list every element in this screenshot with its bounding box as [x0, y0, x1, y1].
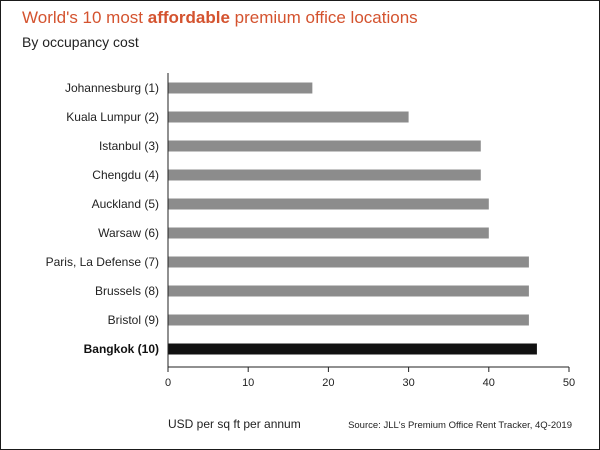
category-label-istanbul-3: Istanbul (3) — [99, 139, 159, 153]
bar-warsaw-6 — [168, 227, 489, 239]
bar-auckland-5 — [168, 198, 489, 210]
bar-paris-la-defense-7 — [168, 256, 529, 268]
category-label-chengdu-4: Chengdu (4) — [92, 168, 159, 182]
bar-bristol-9 — [168, 314, 529, 326]
bar-johannesburg-1 — [168, 82, 313, 94]
category-label-brussels-8: Brussels (8) — [95, 284, 159, 298]
category-label-paris-la-defense-7: Paris, La Defense (7) — [46, 255, 159, 269]
bar-kuala-lumpur-2 — [168, 111, 409, 123]
category-label-kuala-lumpur-2: Kuala Lumpur (2) — [66, 110, 159, 124]
source-note: Source: JLL's Premium Office Rent Tracke… — [348, 420, 572, 431]
category-label-bristol-9: Bristol (9) — [108, 313, 159, 327]
x-tick-label-20: 20 — [322, 377, 334, 389]
bar-istanbul-3 — [168, 140, 481, 152]
category-label-bangkok-10: Bangkok (10) — [84, 342, 159, 356]
category-label-johannesburg-1: Johannesburg (1) — [65, 81, 159, 95]
title-emphasis: affordable — [147, 8, 230, 27]
x-tick-label-50: 50 — [563, 377, 575, 389]
chart-subtitle: By occupancy cost — [22, 34, 139, 50]
bar-brussels-8 — [168, 285, 529, 297]
title-suffix: premium office locations — [229, 8, 418, 27]
bar-bangkok-10 — [168, 343, 537, 355]
x-tick-label-40: 40 — [483, 377, 495, 389]
x-axis-label: USD per sq ft per annum — [168, 417, 301, 431]
x-tick-label-10: 10 — [242, 377, 254, 389]
x-tick-label-30: 30 — [402, 377, 414, 389]
category-label-auckland-5: Auckland (5) — [92, 197, 159, 211]
bar-chengdu-4 — [168, 169, 481, 181]
chart-title: World's 10 most affordable premium offic… — [22, 8, 418, 28]
x-tick-label-0: 0 — [165, 377, 171, 389]
category-label-warsaw-6: Warsaw (6) — [98, 226, 159, 240]
title-prefix: World's 10 most — [22, 8, 148, 27]
